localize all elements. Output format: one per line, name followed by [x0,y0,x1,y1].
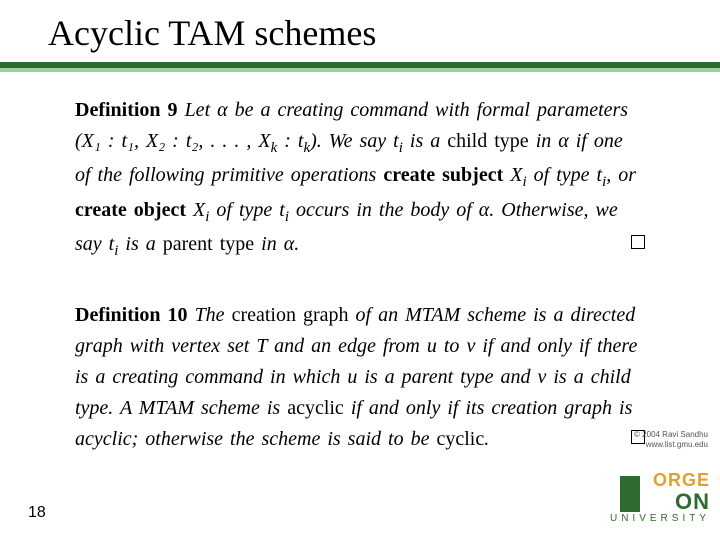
def9-t2: is a [403,130,447,152]
def10-T: T [256,335,267,357]
def10-u2: u [347,366,357,388]
def9-t8: occurs in the body of [289,199,479,221]
copyright-line1: © 2004 Ravi Sandhu [634,430,708,440]
def9-params2: : t [277,130,303,152]
def9-endmark [631,235,645,249]
logo-line2: ON [590,489,710,515]
def9-alpha: α [217,99,228,121]
def9-params: X₁ : t₁, X₂ : t₂, . . . , X [82,130,271,152]
def9-Xi2: X [193,199,205,221]
logo-line1: ORGE [590,470,710,491]
def10-t3: and an edge from [267,335,427,357]
def10-u: u [427,335,437,357]
def9-alpha4: α [284,233,295,255]
definition-9: Definition 9 Let α be a creating command… [75,95,645,263]
def10-t4: to [437,335,467,357]
logo-line3: UNIVERSITY [590,513,710,524]
title-rule-light [0,68,720,72]
def10-acyclic: acyclic [287,397,344,419]
def9-t5: of type [527,164,597,186]
def9-lead: Let [185,99,218,121]
def9-childtype: child type [447,130,528,152]
def10-label: Definition 10 [75,304,188,326]
def9-Xi: X [510,164,522,186]
def9-t12: . [294,233,299,255]
copyright-line2: www.list.gmu.edu [634,440,708,450]
def10-t6: is a parent type and [357,366,537,388]
slide-title: Acyclic TAM schemes [48,12,376,54]
university-logo: ORGE ON UNIVERSITY [590,470,710,530]
def9-t11: in [254,233,284,255]
slide-root: Acyclic TAM schemes Definition 9 Let α b… [0,0,720,540]
definition-10: Definition 10 The creation graph of an M… [75,300,645,455]
def9-createobj: create object [75,199,193,221]
def9-label: Definition 9 [75,99,178,121]
def10-t1: The [195,304,232,326]
def9-t6: , or [606,164,636,186]
page-number: 18 [28,504,46,522]
def9-t7: of type [209,199,279,221]
def10-cyclic: cyclic [436,428,484,450]
def9-createsubj: create subject [383,164,510,186]
def9-params3: ). We say [310,130,393,152]
def9-alpha2: α [558,130,569,152]
copyright-block: © 2004 Ravi Sandhu www.list.gmu.edu [634,430,708,449]
def10-v: v [466,335,475,357]
def10-t9: . [484,428,489,450]
def9-alpha3: α [479,199,490,221]
def9-t3: in [529,130,559,152]
def9-parenttype: parent type [163,233,254,255]
def10-cg: creation graph [232,304,349,326]
def9-t10: is a [118,233,162,255]
